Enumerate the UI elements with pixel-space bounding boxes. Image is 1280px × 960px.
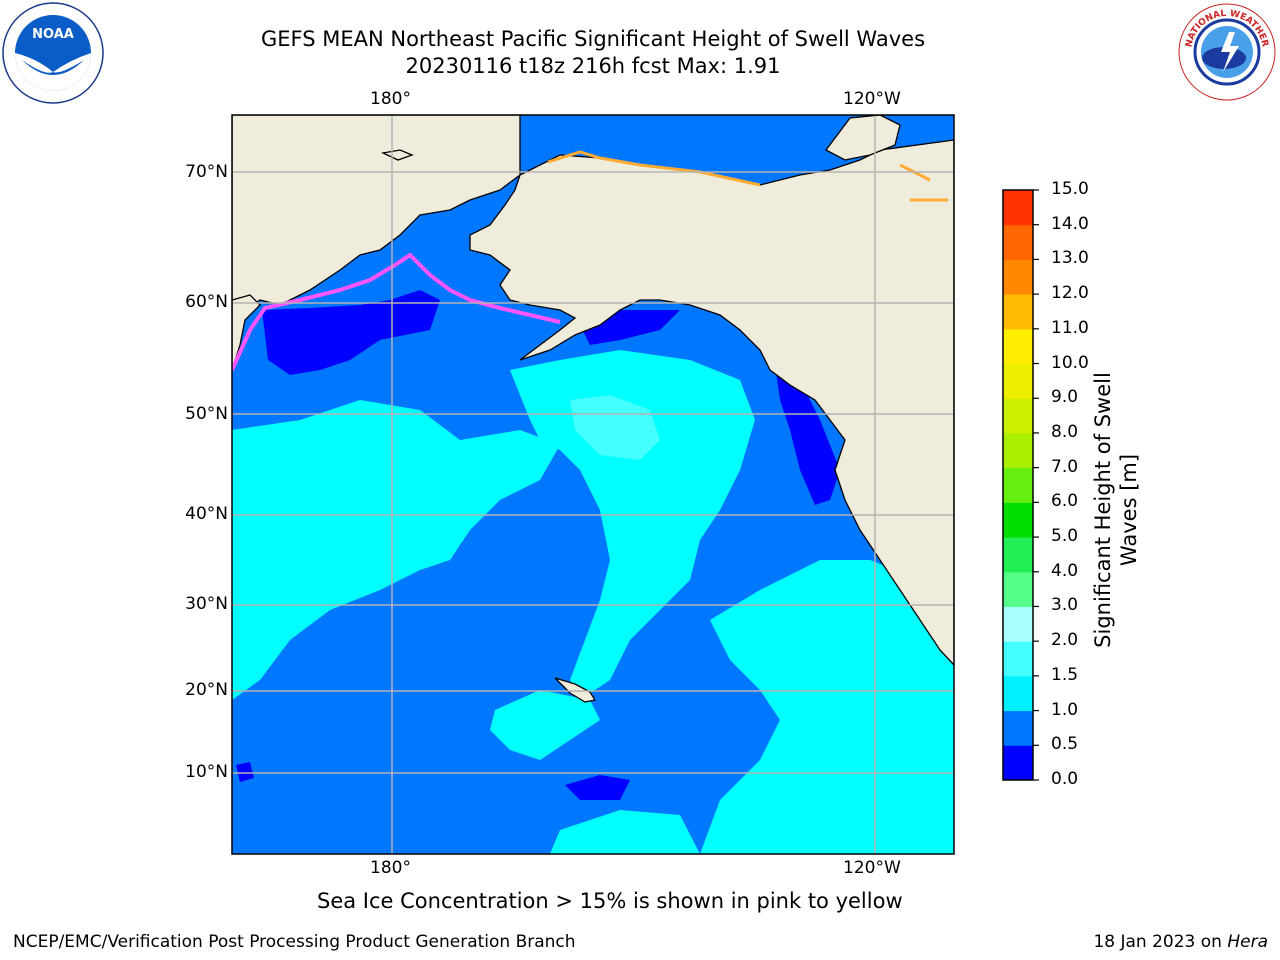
colorbar-segment (1003, 328, 1033, 365)
colorbar-tick-label: 3.0 (1051, 595, 1079, 616)
swell-region-1-0-to-1-5-southeast (700, 560, 954, 854)
lat-label-40n: 40°N (185, 504, 228, 524)
lat-label-20n: 20°N (185, 680, 228, 700)
swell-region-1-0-to-1-5-hawaii (490, 690, 600, 760)
lon-label-top-120w: 120°W (843, 89, 901, 109)
swell-region-1-5-to-2-0 (570, 395, 660, 460)
lat-label-10n: 10°N (185, 762, 228, 782)
colorbar-segment (1003, 224, 1033, 260)
lat-label-30n: 30°N (185, 594, 228, 614)
colorbar-frame (1002, 189, 1034, 781)
lat-label-60n: 60°N (185, 292, 228, 312)
colorbar-tick-label: 1.0 (1051, 699, 1079, 720)
sea-ice-note: Sea Ice Concentration > 15% is shown in … (317, 889, 903, 913)
swell-region-1-0-to-1-5-west (232, 400, 560, 700)
colorbar-segment (1003, 745, 1033, 781)
footer-date: 18 Jan 2023 on Hera (1093, 932, 1268, 952)
land-arctic-island (825, 115, 901, 161)
colorbar-segment (1003, 675, 1033, 712)
colorbar-tick-label: 6.0 (1051, 491, 1079, 512)
colorbar-tick-label: 10.0 (1051, 352, 1089, 373)
lon-label-bottom-120w: 120°W (843, 858, 901, 878)
swell-region-0-to-0-5-west (236, 762, 254, 782)
lat-label-50n: 50°N (185, 404, 228, 424)
footer-credit: NCEP/EMC/Verification Post Processing Pr… (13, 932, 576, 952)
chart-title: GEFS MEAN Northeast Pacific Significant … (260, 27, 926, 51)
colorbar-tick-label: 13.0 (1051, 248, 1089, 269)
lon-label-top-180: 180° (370, 89, 411, 109)
swell-region-1-0-to-1-5-central (510, 350, 755, 700)
chart-subtitle: 20230116 t18z 216h fcst Max: 1.91 (405, 54, 781, 78)
colorbar-tick-label: 14.0 (1051, 213, 1089, 234)
colorbar-tick-label: 7.0 (1051, 456, 1079, 477)
colorbar-tick-label: 15.0 (1051, 179, 1089, 199)
colorbar-segment (1003, 537, 1033, 573)
colorbar-segment (1003, 398, 1033, 434)
colorbar (1002, 189, 1039, 781)
svg-text:NOAA: NOAA (32, 27, 74, 42)
colorbar-tick-label: 12.0 (1051, 283, 1089, 304)
graticule (232, 115, 954, 854)
colorbar-tick-label: 4.0 (1051, 560, 1079, 581)
colorbar-segment (1003, 190, 1033, 226)
colorbar-label: Significant Height of Swell Waves [m] (1091, 372, 1141, 648)
colorbar-segment (1003, 641, 1033, 677)
colorbar-segment (1003, 363, 1033, 399)
colorbar-segment (1003, 571, 1033, 607)
colorbar-segment (1003, 606, 1033, 642)
colorbar-tick-label: 2.0 (1051, 630, 1079, 651)
colorbar-tick-label: 0.0 (1051, 769, 1079, 789)
national-weather-service-logo: NATIONAL WEATHER SERVICE (1177, 2, 1276, 101)
colorbar-tick-label: 9.0 (1051, 387, 1079, 408)
noaa-logo: NOAA (2, 2, 104, 104)
sea-ice-edge-bering (232, 252, 561, 371)
swell-region-0-to-0-5-south (565, 775, 630, 800)
lon-label-bottom-180: 180° (370, 858, 411, 878)
map-frame (231, 114, 955, 855)
colorbar-tick-label: 5.0 (1051, 526, 1079, 547)
colorbar-tick-label: 0.5 (1051, 734, 1079, 755)
colorbar-tick-label: 8.0 (1051, 421, 1079, 442)
land-alaska-canada (469, 139, 954, 666)
colorbar-segment (1003, 259, 1033, 295)
land-wrangel-island (380, 149, 414, 161)
footer-host: Hera (1227, 932, 1268, 952)
swell-region-0-to-0-5-coast (775, 365, 840, 505)
colorbar-tick-label: 1.5 (1051, 664, 1079, 685)
land-hawaii (554, 677, 597, 703)
footer-date-text: 18 Jan 2023 on (1093, 932, 1228, 952)
colorbar-segment (1003, 710, 1033, 746)
colorbar-segment (1003, 432, 1033, 469)
swell-region-1-0-to-1-5-south (550, 810, 700, 854)
colorbar-segment (1003, 467, 1033, 503)
colorbar-tick-label: 11.0 (1051, 317, 1089, 338)
colorbar-segment (1003, 502, 1033, 538)
swell-region-0-to-0-5-bering (262, 290, 440, 375)
colorbar-segment (1003, 294, 1033, 330)
land-kamchatka (232, 294, 261, 371)
lat-label-70n: 70°N (185, 162, 228, 182)
